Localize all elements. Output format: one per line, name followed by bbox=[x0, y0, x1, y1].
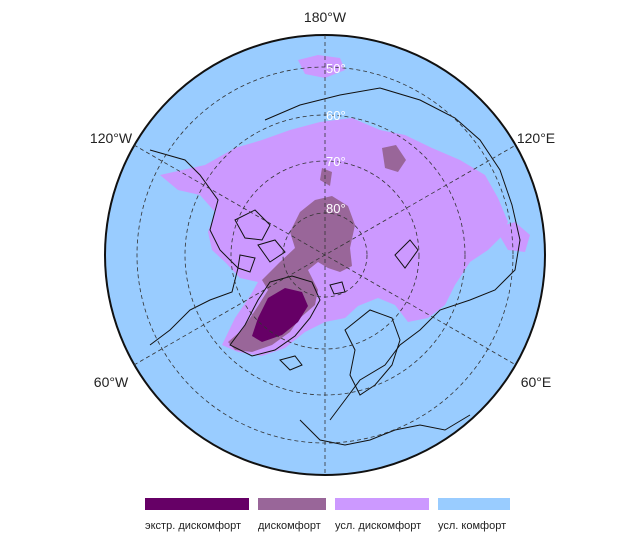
legend-swatch bbox=[438, 498, 510, 510]
lon-label-lower-left: 60°W bbox=[94, 374, 129, 390]
legend-item-discomfort: дискомфорт bbox=[258, 498, 326, 532]
lat-label-80: 80° bbox=[326, 201, 346, 216]
legend-item-conditional-comfort: усл. комфорт bbox=[438, 498, 510, 532]
legend: экстр. дискомфорт дискомфорт усл. диском… bbox=[0, 498, 625, 538]
coastline-canadian-archipelago bbox=[234, 209, 286, 273]
legend-swatch bbox=[335, 498, 429, 510]
coastline-europe bbox=[299, 414, 471, 446]
lat-label-70: 70° bbox=[326, 154, 346, 169]
zone-discomfort-patch bbox=[382, 145, 406, 172]
zone-discomfort-patch bbox=[320, 168, 332, 186]
legend-label: усл. комфорт bbox=[438, 520, 507, 532]
lon-label-upper-right: 120°E bbox=[517, 130, 555, 146]
coastline-eurasia bbox=[264, 87, 521, 421]
coastline-iceland bbox=[279, 355, 303, 371]
zone-discomfort bbox=[228, 196, 355, 352]
lat-label-50: 50° bbox=[326, 61, 346, 76]
graticule bbox=[133, 35, 517, 475]
lon-label-lower-right: 60°E bbox=[521, 374, 552, 390]
coastlines bbox=[149, 87, 521, 446]
zone-conditional-discomfort-patch bbox=[298, 55, 345, 78]
legend-item-conditional-discomfort: усл. дискомфорт bbox=[335, 498, 429, 532]
legend-item-extreme-discomfort: экстр. дискомфорт bbox=[145, 498, 249, 532]
lon-label-upper-left: 120°W bbox=[90, 130, 133, 146]
coastline-north-america bbox=[149, 149, 239, 346]
meridian-120w-60e bbox=[133, 144, 517, 366]
legend-label: экстр. дискомфорт bbox=[145, 520, 242, 532]
coastline-novaya-zemlya bbox=[394, 239, 419, 269]
coastline-greenland bbox=[229, 275, 321, 357]
legend-swatch bbox=[258, 498, 326, 510]
lat-label-60: 60° bbox=[326, 108, 346, 123]
legend-label: дискомфорт bbox=[258, 520, 321, 532]
legend-label: усл. дискомфорт bbox=[335, 520, 422, 532]
legend-swatch bbox=[145, 498, 249, 510]
lon-label-top: 180°W bbox=[304, 9, 347, 25]
coastline-scandinavia bbox=[344, 309, 401, 396]
